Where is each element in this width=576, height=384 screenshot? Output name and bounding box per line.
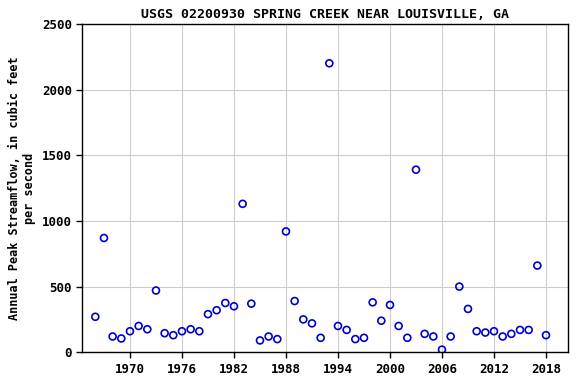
Point — [151, 288, 161, 294]
Point — [541, 332, 551, 338]
Point — [186, 326, 195, 332]
Point — [481, 329, 490, 336]
Point — [100, 235, 109, 241]
Point — [498, 333, 507, 339]
Point — [325, 60, 334, 66]
Point — [126, 328, 135, 334]
Point — [334, 323, 343, 329]
Point — [255, 338, 264, 344]
Point — [429, 333, 438, 339]
Point — [143, 326, 152, 332]
Point — [281, 228, 290, 235]
Point — [299, 316, 308, 323]
Point — [463, 306, 472, 312]
Point — [195, 328, 204, 334]
Point — [108, 333, 118, 339]
Point — [516, 327, 525, 333]
Y-axis label: Annual Peak Streamflow, in cubic feet
per second: Annual Peak Streamflow, in cubic feet pe… — [8, 56, 36, 320]
Point — [117, 335, 126, 341]
Point — [507, 331, 516, 337]
Point — [272, 336, 282, 342]
Point — [229, 303, 238, 310]
Point — [134, 323, 143, 329]
Point — [411, 167, 420, 173]
Point — [238, 201, 247, 207]
Point — [212, 307, 221, 313]
Point — [454, 283, 464, 290]
Point — [177, 328, 187, 334]
Point — [290, 298, 300, 304]
Point — [359, 335, 369, 341]
Point — [368, 299, 377, 305]
Point — [446, 333, 455, 339]
Point — [394, 323, 403, 329]
Point — [377, 318, 386, 324]
Point — [169, 332, 178, 338]
Point — [420, 331, 429, 337]
Point — [490, 328, 499, 334]
Point — [308, 320, 317, 326]
Point — [160, 330, 169, 336]
Point — [533, 263, 542, 269]
Point — [90, 314, 100, 320]
Point — [524, 327, 533, 333]
Point — [264, 333, 273, 339]
Point — [221, 300, 230, 306]
Point — [351, 336, 360, 342]
Point — [437, 346, 446, 353]
Point — [316, 335, 325, 341]
Point — [342, 327, 351, 333]
Point — [247, 301, 256, 307]
Point — [403, 335, 412, 341]
Point — [385, 302, 395, 308]
Title: USGS 02200930 SPRING CREEK NEAR LOUISVILLE, GA: USGS 02200930 SPRING CREEK NEAR LOUISVIL… — [141, 8, 509, 22]
Point — [203, 311, 213, 317]
Point — [472, 328, 482, 334]
